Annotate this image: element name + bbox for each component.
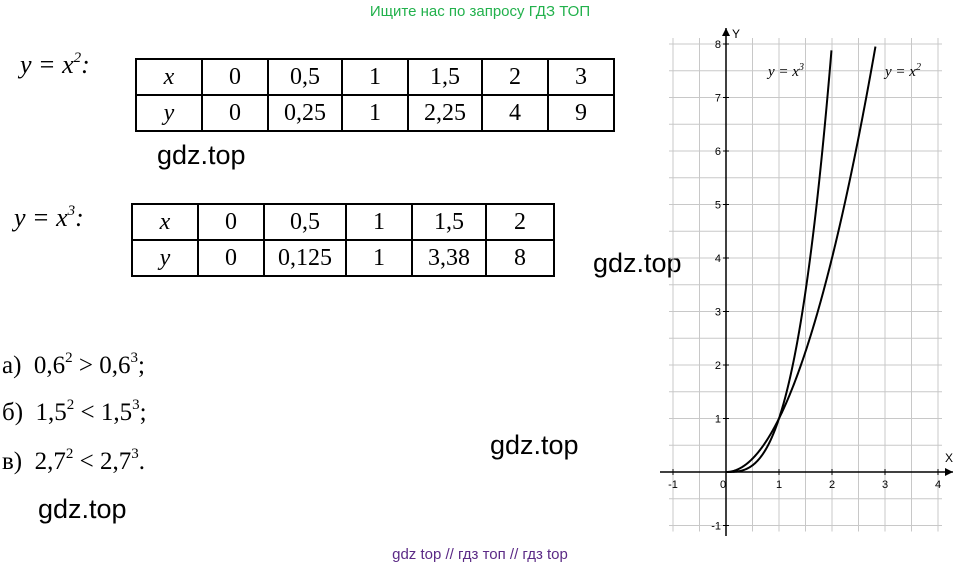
value-table-cube: x 0 0,5 1 1,5 2 y 0 0,125 1 3,38 8 <box>131 203 555 277</box>
y-tick-label: 1 <box>715 414 721 426</box>
table-cell: 1 <box>341 94 409 132</box>
func-eq: = x <box>25 203 68 232</box>
func-exp: 2 <box>73 50 82 66</box>
function-label-square: y = x2: <box>20 50 90 80</box>
table-cell: 2,25 <box>407 94 483 132</box>
inequality-a: а) 0,62 > 0,63; <box>2 350 145 380</box>
ineq-base: 1,5 <box>35 399 67 426</box>
table-cell: y <box>131 239 199 277</box>
function-label-cube: y = x3: <box>14 203 84 233</box>
table-cell: 3,38 <box>411 239 487 277</box>
ineq-end: ; <box>139 399 147 426</box>
ineq-base: 0,6 <box>33 352 66 379</box>
y-tick-label: 2 <box>715 360 721 372</box>
y-tick-label: 4 <box>715 253 721 265</box>
table-cell: 1,5 <box>407 58 483 96</box>
table-cell: 0 <box>197 203 265 241</box>
func-y: y <box>20 50 32 79</box>
series-label: y = x3 <box>766 62 804 80</box>
table-row-x: x 0 0,5 1 1,5 2 3 <box>135 58 615 96</box>
ineq-exp: 3 <box>130 350 139 366</box>
y-axis-label: Y <box>732 27 740 41</box>
ineq-exp: 3 <box>132 397 140 413</box>
ineq-op: < <box>73 448 100 475</box>
ineq-exp: 2 <box>65 350 73 366</box>
ineq-op: > <box>72 352 100 379</box>
func-colon: : <box>81 50 90 79</box>
table-row-x: x 0 0,5 1 1,5 2 <box>131 203 555 241</box>
ineq-op: < <box>74 399 101 426</box>
table-cell: x <box>131 203 199 241</box>
table-cell: 0,125 <box>263 239 347 277</box>
x-tick-label: 3 <box>882 479 888 491</box>
ineq-base: 1,5 <box>100 399 133 426</box>
x-tick-label: 2 <box>829 479 835 491</box>
tick-labels: X Y -1 0 1 2 3 4 -1 1 2 3 4 5 6 7 8 <box>668 27 953 533</box>
y-tick-label: 7 <box>715 93 721 105</box>
ineq-prefix: в) <box>2 448 23 475</box>
function-graph: X Y -1 0 1 2 3 4 -1 1 2 3 4 5 6 7 8 y = x3 y = x2 <box>660 27 953 536</box>
x-tick-label: 4 <box>935 479 941 491</box>
table-cell: 2 <box>481 58 549 96</box>
table-cell: 0,25 <box>267 94 343 132</box>
watermark: gdz.top <box>38 494 127 524</box>
curve-labels: y = x3 y = x2 <box>766 62 921 80</box>
x-axis-label: X <box>945 451 953 465</box>
table-cell: 1 <box>341 58 409 96</box>
watermark: gdz.top <box>490 430 579 460</box>
ineq-exp: 2 <box>65 446 74 462</box>
x-tick-label: 0 <box>720 479 726 491</box>
ineq-end: ; <box>138 352 145 379</box>
ineq-exp: 3 <box>131 446 139 462</box>
x-tick-label: -1 <box>668 479 678 491</box>
func-colon: : <box>75 203 84 232</box>
func-eq: = x <box>31 50 74 79</box>
table-cell: 9 <box>547 94 615 132</box>
y-tick-label: 3 <box>715 307 721 319</box>
table-cell: 0,5 <box>267 58 343 96</box>
func-y: y <box>14 203 26 232</box>
axes <box>660 28 953 536</box>
ineq-prefix: а) <box>2 352 22 379</box>
x-tick-label: 1 <box>776 479 782 491</box>
x-axis-arrow <box>945 468 953 476</box>
table-cell: 4 <box>481 94 549 132</box>
series-label: y = x2 <box>883 62 921 80</box>
ineq-prefix: б) <box>2 399 24 426</box>
table-row-y: y 0 0,125 1 3,38 8 <box>131 239 555 277</box>
table-cell: 1,5 <box>411 203 487 241</box>
table-cell: 0 <box>201 94 269 132</box>
table-cell: 8 <box>485 239 555 277</box>
table-cell: 0 <box>197 239 265 277</box>
inequality-c: в) 2,72 < 2,73. <box>2 446 145 476</box>
func-exp: 3 <box>67 203 76 219</box>
table-cell: 3 <box>547 58 615 96</box>
y-tick-label: 5 <box>715 200 721 212</box>
watermark: gdz.top <box>157 140 246 170</box>
table-row-y: y 0 0,25 1 2,25 4 9 <box>135 94 615 132</box>
watermark: gdz.top <box>593 248 682 278</box>
inequality-b: б) 1,52 < 1,53; <box>2 397 147 427</box>
table-cell: y <box>135 94 203 132</box>
banner-text: Ищите нас по запросу ГДЗ ТОП <box>369 3 591 20</box>
table-cell: 2 <box>485 203 555 241</box>
table-cell: x <box>135 58 203 96</box>
ineq-end: . <box>138 448 145 475</box>
value-table-square: x 0 0,5 1 1,5 2 3 y 0 0,25 1 2,25 4 9 <box>135 58 615 132</box>
y-tick-label: -1 <box>711 521 721 533</box>
table-cell: 1 <box>345 239 413 277</box>
footer-text: gdz top // гдз топ // гдз top <box>392 546 568 563</box>
ineq-base: 0,6 <box>99 352 131 379</box>
y-tick-label: 8 <box>715 39 721 51</box>
ineq-base: 2,7 <box>34 448 66 475</box>
series-line-1 <box>725 46 877 473</box>
table-cell: 0,5 <box>263 203 347 241</box>
table-cell: 1 <box>345 203 413 241</box>
curves <box>725 46 877 473</box>
table-cell: 0 <box>201 58 269 96</box>
ineq-exp: 2 <box>66 397 75 413</box>
ineq-base: 2,7 <box>100 448 132 475</box>
y-axis-arrow <box>722 28 730 36</box>
y-tick-label: 6 <box>715 146 721 158</box>
